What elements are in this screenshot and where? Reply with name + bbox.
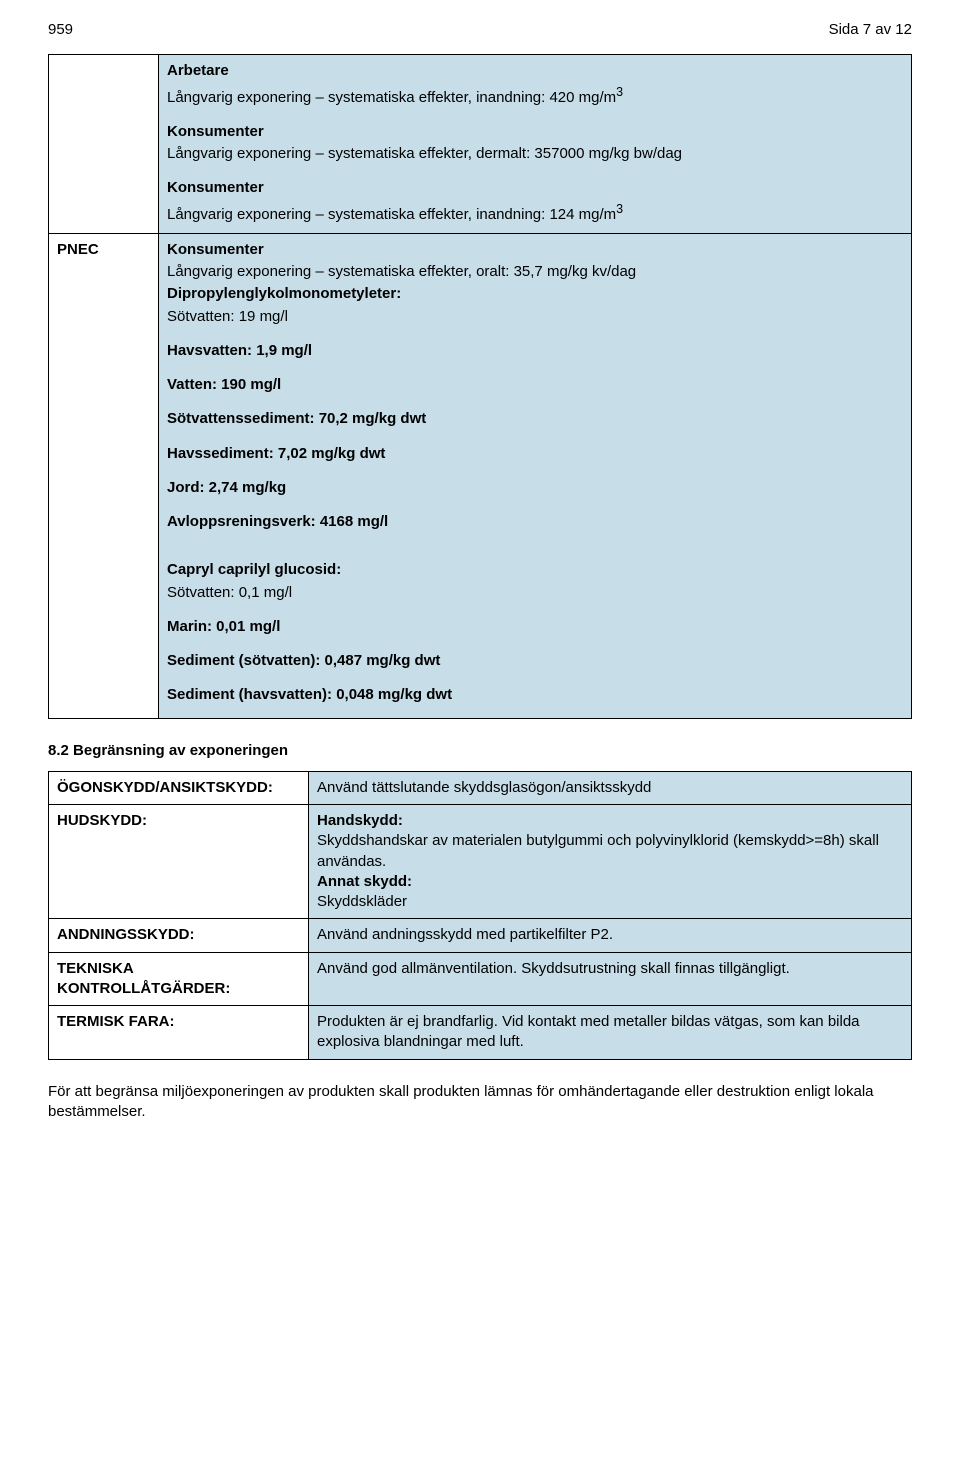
hudskydd-value: Handskydd: Skyddshandskar av materialen … bbox=[309, 805, 912, 919]
page-number: Sida 7 av 12 bbox=[829, 20, 912, 40]
pnec-table: Arbetare Långvarig exponering – systemat… bbox=[48, 54, 912, 718]
tekniska-kontroll-value: Använd god allmänventilation. Skyddsutru… bbox=[309, 952, 912, 1006]
capryl-sotvatten-value: Sötvatten: 0,1 mg/l bbox=[167, 583, 903, 603]
table-row: TEKNISKA KONTROLLÅTGÄRDER: Använd god al… bbox=[49, 952, 912, 1006]
dipro-heading: Dipropylenglykolmonometyleter: bbox=[167, 284, 903, 304]
konsumenter-heading: Konsumenter bbox=[167, 178, 903, 198]
sediment-havsvatten-value: Sediment (havsvatten): 0,048 mg/kg dwt bbox=[167, 685, 903, 705]
table-row: HUDSKYDD: Handskydd: Skyddshandskar av m… bbox=[49, 805, 912, 919]
arbetare-heading: Arbetare bbox=[167, 61, 903, 81]
andningsskydd-label: ANDNINGSSKYDD: bbox=[49, 919, 309, 952]
annat-skydd-text: Skyddskläder bbox=[317, 892, 903, 912]
andningsskydd-value: Använd andningsskydd med partikelfilter … bbox=[309, 919, 912, 952]
footnote-text: För att begränsa miljöexponeringen av pr… bbox=[48, 1082, 912, 1123]
page-header: 959 Sida 7 av 12 bbox=[48, 20, 912, 40]
table-row: ÖGONSKYDD/ANSIKTSKYDD: Använd tättslutan… bbox=[49, 771, 912, 804]
exposure-limits-table: ÖGONSKYDD/ANSIKTSKYDD: Använd tättslutan… bbox=[48, 771, 912, 1060]
pnec-label-cell: PNEC bbox=[49, 233, 159, 718]
konsumenter-text: Långvarig exponering – systematiska effe… bbox=[167, 262, 903, 282]
konsumenter-text: Långvarig exponering – systematiska effe… bbox=[167, 144, 903, 164]
annat-skydd-heading: Annat skydd: bbox=[317, 872, 903, 892]
arbetare-block: Arbetare Långvarig exponering – systemat… bbox=[167, 61, 903, 108]
sotvattensediment-value: Sötvattenssediment: 70,2 mg/kg dwt bbox=[167, 409, 903, 429]
tekniska-kontroll-label: TEKNISKA KONTROLLÅTGÄRDER: bbox=[49, 952, 309, 1006]
konsumenter-block-1: Konsumenter Långvarig exponering – syste… bbox=[167, 122, 903, 165]
arbetare-konsumenter-cell: Arbetare Långvarig exponering – systemat… bbox=[159, 55, 912, 234]
konsumenter-heading: Konsumenter bbox=[167, 240, 903, 260]
marin-value: Marin: 0,01 mg/l bbox=[167, 617, 903, 637]
ogonskydd-value: Använd tättslutande skyddsglasögon/ansik… bbox=[309, 771, 912, 804]
havssediment-value: Havssediment: 7,02 mg/kg dwt bbox=[167, 444, 903, 464]
table-row: PNEC Konsumenter Långvarig exponering – … bbox=[49, 233, 912, 718]
sotvatten-value: Sötvatten: 19 mg/l bbox=[167, 307, 903, 327]
handskydd-text: Skyddshandskar av materialen butylgummi … bbox=[317, 831, 903, 872]
hudskydd-label: HUDSKYDD: bbox=[49, 805, 309, 919]
table-row: ANDNINGSSKYDD: Använd andningsskydd med … bbox=[49, 919, 912, 952]
pnec-content-cell: Konsumenter Långvarig exponering – syste… bbox=[159, 233, 912, 718]
table-row: Arbetare Långvarig exponering – systemat… bbox=[49, 55, 912, 234]
section-8-2-title: 8.2 Begränsning av exponeringen bbox=[48, 741, 912, 761]
vatten-value: Vatten: 190 mg/l bbox=[167, 375, 903, 395]
table-row: TERMISK FARA: Produkten är ej brandfarli… bbox=[49, 1006, 912, 1060]
termisk-fara-value: Produkten är ej brandfarlig. Vid kontakt… bbox=[309, 1006, 912, 1060]
konsumenter-block-3: Konsumenter Långvarig exponering – syste… bbox=[167, 240, 903, 283]
doc-code: 959 bbox=[48, 20, 73, 40]
sediment-sotvatten-value: Sediment (sötvatten): 0,487 mg/kg dwt bbox=[167, 651, 903, 671]
termisk-fara-label: TERMISK FARA: bbox=[49, 1006, 309, 1060]
capryl-heading: Capryl caprilyl glucosid: bbox=[167, 560, 903, 580]
arbetare-text: Långvarig exponering – systematiska effe… bbox=[167, 84, 903, 108]
ogonskydd-label: ÖGONSKYDD/ANSIKTSKYDD: bbox=[49, 771, 309, 804]
jord-value: Jord: 2,74 mg/kg bbox=[167, 478, 903, 498]
avloppsreningsverk-value: Avloppsreningsverk: 4168 mg/l bbox=[167, 512, 903, 532]
handskydd-heading: Handskydd: bbox=[317, 811, 903, 831]
empty-label-cell bbox=[49, 55, 159, 234]
konsumenter-text: Långvarig exponering – systematiska effe… bbox=[167, 201, 903, 225]
havsvatten-value: Havsvatten: 1,9 mg/l bbox=[167, 341, 903, 361]
konsumenter-heading: Konsumenter bbox=[167, 122, 903, 142]
konsumenter-block-2: Konsumenter Långvarig exponering – syste… bbox=[167, 178, 903, 225]
